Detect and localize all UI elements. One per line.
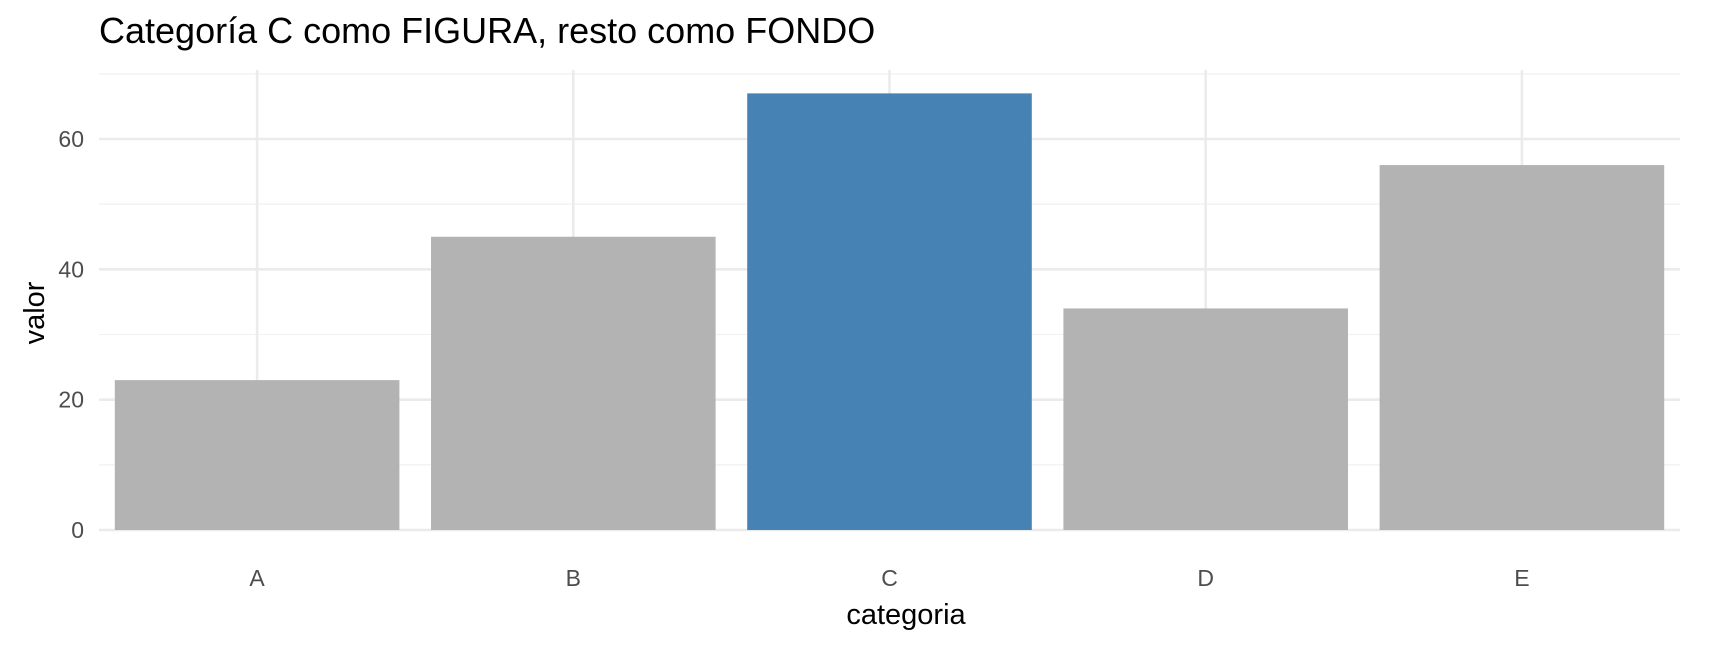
- x-tick-label: A: [249, 565, 265, 591]
- y-tick-label: 0: [71, 517, 84, 543]
- x-tick-label: C: [881, 565, 898, 591]
- bar-E: [1379, 165, 1665, 531]
- y-tick-label: 60: [58, 126, 84, 152]
- y-axis-title: valor: [19, 281, 51, 344]
- x-tick-label: D: [1197, 565, 1214, 591]
- tick-labels: 0 20 40 60 A B C D E: [58, 126, 1529, 591]
- x-tick-label: B: [566, 565, 581, 591]
- bar-B: [431, 236, 716, 530]
- bar-A: [114, 380, 400, 530]
- bar-D: [1063, 308, 1348, 530]
- y-tick-label: 40: [58, 256, 84, 282]
- bars: [114, 93, 1665, 531]
- chart-title: Categoría C como FIGURA, resto como FOND…: [99, 10, 876, 51]
- x-tick-label: E: [1514, 565, 1529, 591]
- y-tick-label: 20: [58, 387, 84, 413]
- x-axis-title: categoria: [846, 599, 966, 631]
- bar-C: [747, 93, 1032, 530]
